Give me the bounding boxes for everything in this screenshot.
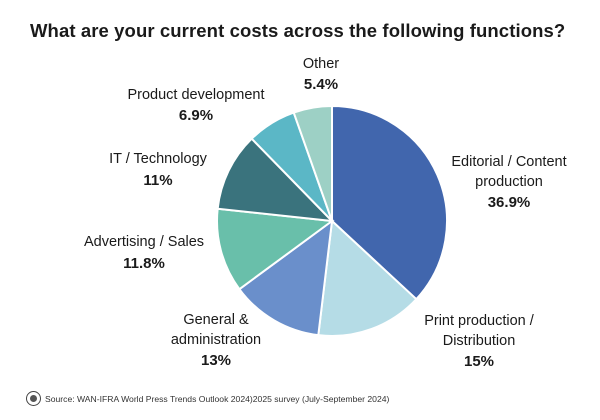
source-text: Source: WAN-IFRA World Press Trends Outl… <box>45 393 390 404</box>
slice-value-4: 11.8% <box>123 255 165 272</box>
slice-value-5: 11% <box>143 172 172 189</box>
pie-slice-7 <box>292 104 333 222</box>
slice-label-6: Product development <box>127 87 264 103</box>
pie-slice-2 <box>317 218 418 337</box>
slice-label-3: administration <box>171 332 261 348</box>
slice-label-5: IT / Technology <box>109 151 208 167</box>
slice-value-7: 5.4% <box>304 76 338 93</box>
pie-slice-3 <box>237 218 334 337</box>
slice-label-2: Distribution <box>443 333 516 349</box>
source-footer: Source: WAN-IFRA World Press Trends Outl… <box>26 391 389 406</box>
slice-value-1: 36.9% <box>488 194 531 211</box>
slice-value-6: 6.9% <box>179 107 213 124</box>
slice-label-4: Advertising / Sales <box>84 234 204 250</box>
slice-label-3: General & <box>183 312 249 328</box>
slice-label-1: production <box>475 174 543 190</box>
slice-label-2: Print production / <box>424 313 535 329</box>
pie-slice-4 <box>216 207 335 291</box>
slice-label-7: Other <box>303 56 339 72</box>
slice-value-3: 13% <box>201 352 231 369</box>
slice-label-1: Editorial / Content <box>451 154 566 170</box>
wan-ifra-logo-icon <box>26 391 41 406</box>
pie-slice-1 <box>331 104 448 301</box>
chart-title: What are your current costs across the f… <box>30 20 566 41</box>
pie-slice-5 <box>216 137 335 223</box>
slice-value-2: 15% <box>464 353 494 370</box>
